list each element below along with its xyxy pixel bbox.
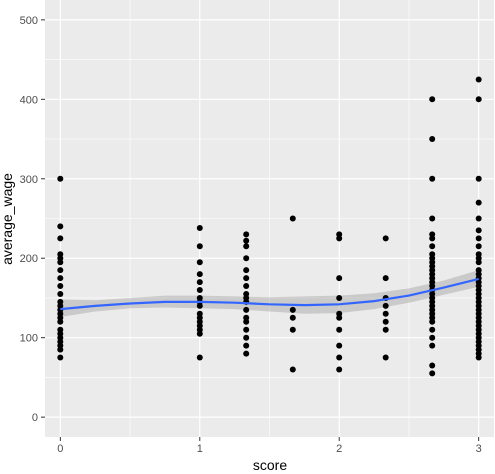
- data-point: [57, 283, 64, 289]
- data-point: [57, 175, 64, 182]
- y-tick-label: 100: [20, 333, 38, 345]
- data-point: [336, 295, 343, 301]
- data-point: [243, 237, 250, 244]
- y-axis-ticks: 0 100 200 300 400 500: [20, 15, 45, 424]
- data-point: [243, 243, 250, 250]
- data-point: [243, 306, 250, 313]
- data-point: [57, 235, 64, 242]
- data-point: [196, 279, 203, 286]
- data-point: [336, 366, 343, 373]
- data-point: [382, 326, 389, 333]
- data-point: [196, 243, 203, 250]
- data-point: [196, 259, 203, 266]
- data-point: [382, 275, 389, 282]
- data-point: [57, 259, 64, 266]
- data-point: [382, 235, 389, 242]
- data-point: [336, 326, 343, 333]
- data-point: [243, 275, 250, 282]
- data-points: [57, 76, 482, 377]
- y-axis-title: average_wage: [0, 173, 15, 265]
- data-point: [336, 314, 343, 321]
- data-point: [382, 354, 389, 361]
- data-point: [196, 330, 203, 337]
- data-point: [475, 175, 482, 182]
- data-point: [429, 334, 436, 341]
- data-point: [243, 231, 250, 238]
- data-point: [243, 350, 250, 357]
- data-point: [336, 235, 343, 242]
- data-point: [475, 243, 482, 250]
- data-point: [57, 291, 64, 297]
- data-point: [429, 175, 436, 182]
- y-tick-label: 0: [32, 412, 38, 424]
- data-point: [429, 235, 436, 242]
- y-tick-label: 200: [20, 253, 38, 265]
- data-point: [289, 326, 296, 333]
- data-point: [475, 227, 482, 234]
- data-point: [243, 318, 250, 325]
- data-point: [243, 267, 250, 274]
- data-point: [289, 366, 296, 373]
- data-point: [196, 354, 203, 361]
- data-point: [429, 243, 436, 250]
- x-tick-label: 1: [197, 443, 203, 455]
- data-point: [475, 354, 482, 361]
- data-point: [243, 255, 250, 262]
- x-tick-label: 2: [336, 443, 342, 455]
- data-point: [382, 302, 389, 309]
- data-point: [57, 346, 64, 353]
- data-point: [196, 287, 203, 293]
- data-point: [475, 259, 482, 266]
- data-point: [289, 215, 296, 222]
- data-point: [57, 223, 64, 230]
- data-point: [57, 267, 64, 274]
- data-point: [429, 96, 436, 103]
- y-tick-label: 300: [20, 174, 38, 186]
- data-point: [57, 354, 64, 361]
- data-point: [196, 302, 203, 309]
- data-point: [57, 318, 64, 325]
- x-axis-title: score: [253, 457, 287, 473]
- data-point: [243, 342, 250, 349]
- data-point: [429, 215, 436, 222]
- data-point: [196, 225, 203, 231]
- data-point: [475, 215, 482, 222]
- data-point: [475, 199, 482, 206]
- data-point: [429, 318, 436, 325]
- smooth-line: [60, 277, 479, 311]
- data-point: [429, 342, 436, 349]
- data-point: [336, 354, 343, 361]
- data-point: [243, 326, 250, 333]
- data-point: [243, 283, 250, 289]
- x-tick-label: 3: [476, 443, 482, 455]
- confidence-band: [60, 270, 479, 317]
- major-gridlines: [45, 0, 494, 437]
- x-tick-label: 0: [57, 443, 63, 455]
- y-tick-label: 500: [20, 15, 38, 27]
- data-point: [289, 314, 296, 321]
- y-tick-label: 400: [20, 94, 38, 106]
- data-point: [196, 271, 203, 278]
- data-point: [382, 310, 389, 317]
- data-point: [243, 334, 250, 341]
- data-point: [429, 370, 436, 377]
- data-point: [336, 275, 343, 282]
- minor-gridlines: [45, 0, 494, 437]
- data-point: [429, 136, 436, 142]
- data-point: [475, 235, 482, 242]
- data-point: [382, 318, 389, 325]
- data-point: [429, 326, 436, 333]
- data-point: [475, 76, 482, 83]
- data-point: [475, 96, 482, 103]
- x-axis-ticks: 0 1 2 3: [57, 437, 482, 455]
- data-point: [429, 362, 436, 369]
- data-point: [289, 306, 296, 313]
- data-point: [57, 275, 64, 282]
- data-point: [336, 342, 343, 349]
